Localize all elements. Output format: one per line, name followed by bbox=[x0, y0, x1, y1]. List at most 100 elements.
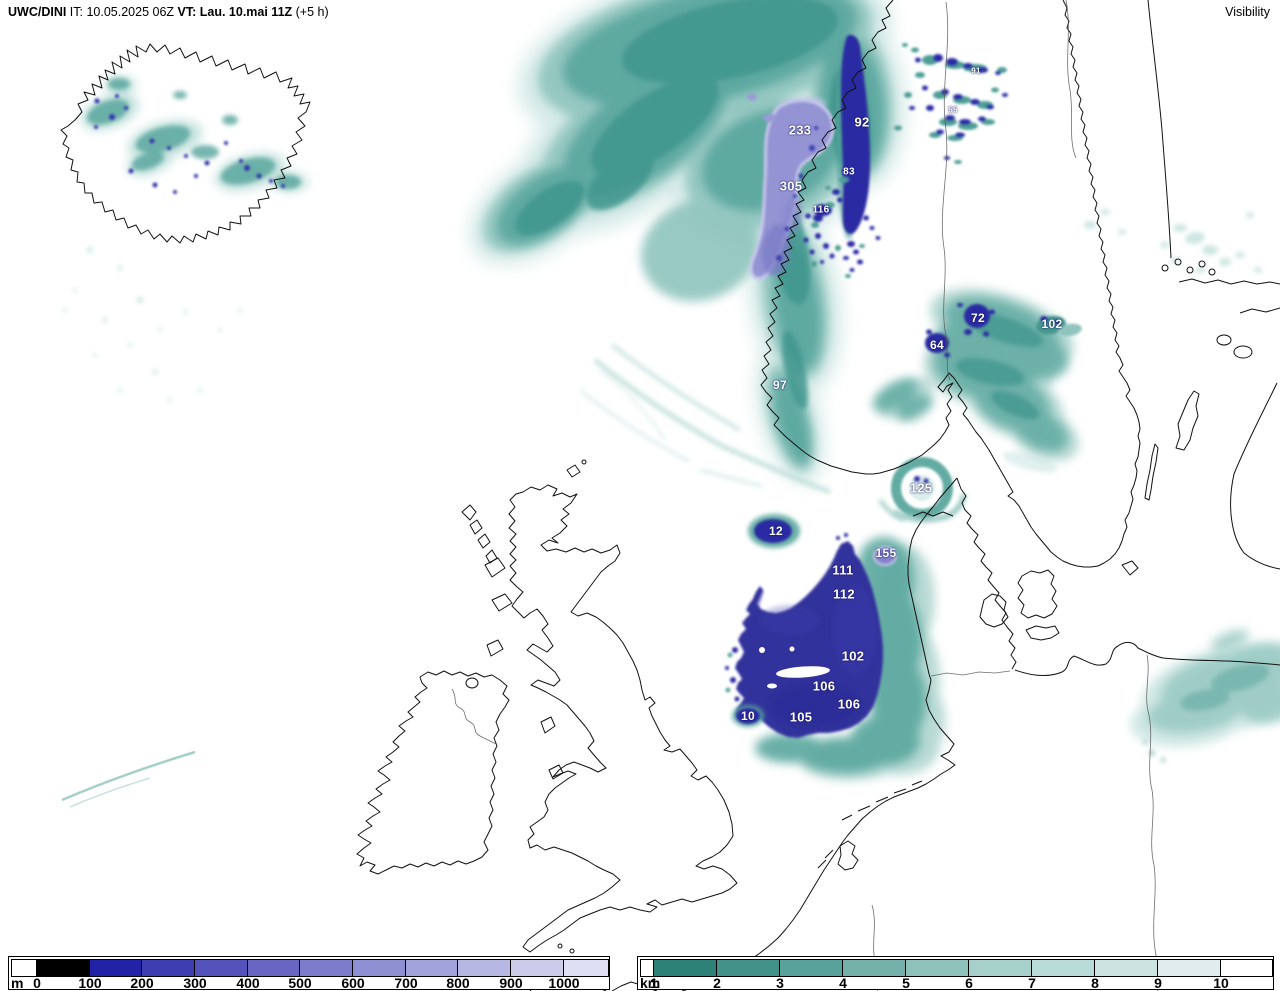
legend-tick: 100 bbox=[78, 975, 102, 991]
legend-tick: 6 bbox=[965, 975, 973, 991]
legend-tick: 400 bbox=[236, 975, 260, 991]
baltic-east-coast bbox=[1230, 382, 1280, 570]
jutland-east-coast bbox=[956, 477, 1017, 670]
atlantic-speckles bbox=[63, 247, 242, 402]
legend-kilometers-unit: km bbox=[640, 975, 661, 991]
vortex-125 bbox=[878, 457, 967, 523]
hebrides-island bbox=[469, 519, 483, 535]
se-patch-streaks bbox=[1143, 664, 1270, 763]
legend-segment bbox=[353, 960, 406, 976]
funen-island bbox=[979, 593, 1009, 628]
orkney-islands bbox=[581, 459, 587, 465]
norway-sweden-coast bbox=[760, 0, 1141, 568]
legend-tick: 700 bbox=[394, 975, 418, 991]
legend-segment bbox=[843, 960, 906, 976]
lead-time: (+5 h) bbox=[292, 5, 329, 19]
legend-segment bbox=[906, 960, 969, 976]
valid-time: VT: Lau. 10.mai 11Z bbox=[177, 5, 293, 19]
legend-segment bbox=[300, 960, 353, 976]
legend-tick: 600 bbox=[341, 975, 365, 991]
blob-12 bbox=[754, 519, 792, 543]
legend-tick: 1000 bbox=[548, 975, 580, 991]
great-britain-coast bbox=[508, 484, 738, 953]
legend-tick: 1 bbox=[650, 975, 658, 991]
legend-tick: 9 bbox=[1154, 975, 1162, 991]
mull-island bbox=[491, 593, 513, 612]
product-title: Visibility bbox=[1225, 5, 1270, 19]
legend-segment bbox=[37, 960, 90, 976]
ireland-coast bbox=[356, 670, 510, 875]
coast-specks bbox=[803, 166, 881, 278]
germany-poland-border bbox=[1146, 654, 1159, 991]
oslo-blue-blobs bbox=[925, 303, 1082, 358]
orkney-islands bbox=[566, 464, 581, 478]
legend-kilometers: km 1 2 3 4 5 6 7 8 9 10 bbox=[637, 956, 1274, 990]
finland-south-coast bbox=[1178, 278, 1280, 285]
model-name: UWC/DINI bbox=[8, 5, 67, 19]
purple-patch-specks bbox=[747, 93, 818, 261]
legend-tick: 10 bbox=[1213, 975, 1229, 991]
gotland-island bbox=[1175, 390, 1200, 451]
legend-segment bbox=[511, 960, 564, 976]
legend-meters-strip bbox=[11, 959, 609, 977]
legend-tick: 800 bbox=[446, 975, 470, 991]
init-time: IT: 10.05.2025 06Z bbox=[66, 5, 178, 19]
sweden-finland-border bbox=[1065, 0, 1077, 159]
iceland-coast bbox=[60, 43, 311, 244]
legend-tick: 0 bbox=[33, 975, 41, 991]
aland-islands bbox=[1161, 258, 1216, 276]
north-sea-holes bbox=[759, 646, 830, 689]
sw-teal-streak bbox=[61, 750, 196, 808]
legend-tick: 900 bbox=[499, 975, 523, 991]
legend-segment bbox=[1032, 960, 1095, 976]
estonia-coast bbox=[1239, 307, 1280, 314]
legend-tick: 5 bbox=[902, 975, 910, 991]
denmark-germany-border bbox=[930, 670, 1011, 677]
legend-segment bbox=[564, 960, 608, 976]
sweden-speckles bbox=[894, 43, 1008, 164]
low-vis-strip-92 bbox=[841, 35, 871, 234]
iceland-halo bbox=[81, 76, 308, 192]
teal-wisps bbox=[579, 343, 831, 495]
legend-segment bbox=[1158, 960, 1221, 976]
channel-island bbox=[569, 948, 575, 954]
legend-segment bbox=[641, 960, 654, 976]
legend-tick: 8 bbox=[1091, 975, 1099, 991]
finland-west-coast bbox=[1147, 0, 1172, 259]
baltic-speckles bbox=[1002, 209, 1262, 473]
country-borders bbox=[451, 0, 1159, 991]
oland-island bbox=[1144, 443, 1159, 501]
lolland-falster-islands bbox=[1025, 625, 1060, 641]
legend-segment bbox=[406, 960, 458, 976]
legend-segment bbox=[969, 960, 1032, 976]
legend-meters-unit: m bbox=[11, 975, 24, 991]
legend-segment bbox=[90, 960, 142, 976]
legend-segment bbox=[248, 960, 300, 976]
legend-segment bbox=[1221, 960, 1272, 976]
legend-meters: m 0 100 200 300 400 500 600 700 800 900 1000 bbox=[8, 956, 610, 990]
iceland-teal bbox=[86, 78, 301, 189]
norway-sweden-border bbox=[941, 1, 951, 381]
legend-segment bbox=[142, 960, 195, 976]
legend-segment bbox=[1095, 960, 1158, 976]
islay-island bbox=[486, 639, 504, 657]
legend-kilometers-ticks: 1 2 3 4 5 6 7 8 9 10 bbox=[638, 976, 1273, 990]
limfjord bbox=[912, 511, 954, 517]
skye-island bbox=[484, 557, 506, 578]
legend-tick: 200 bbox=[130, 975, 154, 991]
legend-segment bbox=[195, 960, 248, 976]
ireland-border bbox=[451, 688, 497, 745]
lough-neagh bbox=[465, 677, 479, 689]
south-baltic-coast bbox=[1014, 641, 1280, 677]
legend-tick: 3 bbox=[776, 975, 784, 991]
hebrides-island bbox=[477, 533, 491, 549]
legend-tick: 500 bbox=[288, 975, 312, 991]
north-sea-satellites bbox=[725, 533, 897, 727]
iceland-blue-specks bbox=[94, 94, 285, 194]
jutland-continental-coast bbox=[681, 477, 958, 991]
north-sea-texture bbox=[760, 585, 877, 727]
legend-segment bbox=[12, 960, 37, 976]
legend-tick: 7 bbox=[1028, 975, 1036, 991]
